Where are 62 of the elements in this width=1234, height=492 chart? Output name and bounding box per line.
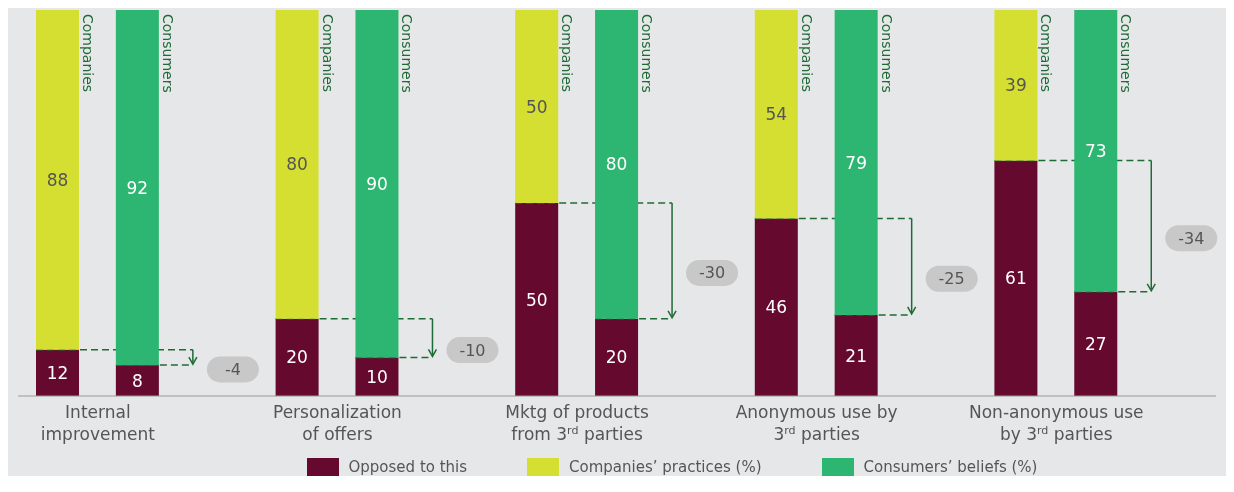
data-label: 39 xyxy=(1005,75,1027,96)
data-label: 50 xyxy=(525,289,548,310)
data-label: 79 xyxy=(845,152,867,173)
legend-label: Opposed to this xyxy=(348,458,468,476)
data-label: 10 xyxy=(366,366,388,387)
data-label: 73 xyxy=(1084,140,1107,161)
bar xyxy=(36,349,79,396)
bar xyxy=(834,314,878,396)
data-label: 20 xyxy=(286,347,308,368)
legend-label: Consumers’ beliefs (%) xyxy=(863,458,1038,476)
text: Non-anonymous use by 3$^{rd}$ parties xyxy=(968,402,1144,444)
bar xyxy=(355,10,399,358)
data-label: 61 xyxy=(1005,268,1027,289)
bar xyxy=(754,218,798,396)
data-label: 92 xyxy=(126,177,149,198)
annotation: -30 xyxy=(699,263,726,283)
data-label: 21 xyxy=(845,345,867,366)
bar xyxy=(515,203,559,396)
annotation: -34 xyxy=(1178,228,1205,248)
data-label: 80 xyxy=(605,154,628,175)
bar xyxy=(355,357,399,396)
x-tick-label: Consumers xyxy=(639,14,656,93)
text: Anonymous use by 3$^{rd}$ parties xyxy=(735,402,898,444)
bar xyxy=(754,10,798,219)
x-tick-label: Companies xyxy=(1038,14,1055,93)
x-tick-label: Companies xyxy=(798,14,815,93)
data-label: 20 xyxy=(605,347,628,368)
x-tick-label: Consumers xyxy=(159,14,176,93)
text: Personalization of offers xyxy=(273,402,402,444)
bar xyxy=(1074,291,1118,396)
annotation: -4 xyxy=(224,359,241,379)
text: Mktg of products from 3$^{rd}$ parties xyxy=(505,402,649,444)
bar xyxy=(275,10,319,319)
x-tick-label: Consumers xyxy=(1118,14,1135,93)
x-tick-label: Companies xyxy=(559,14,576,93)
x-tick-label: Consumers xyxy=(878,14,895,93)
data-label: 46 xyxy=(765,297,788,318)
data-label: 80 xyxy=(286,154,308,175)
bar xyxy=(595,10,639,319)
x-tick-label: Consumers xyxy=(399,14,416,93)
bar xyxy=(1074,10,1118,292)
annotation: -10 xyxy=(459,340,486,360)
data-label: 12 xyxy=(46,362,69,383)
bar xyxy=(275,318,319,396)
data-label: 88 xyxy=(46,169,69,190)
bar xyxy=(834,10,878,315)
data-label: 27 xyxy=(1084,333,1107,354)
data-label: 50 xyxy=(525,96,548,117)
bar xyxy=(994,160,1038,396)
data-label: 8 xyxy=(131,370,143,391)
bar xyxy=(115,10,159,366)
x-tick-label: Companies xyxy=(319,14,336,93)
data-label: 90 xyxy=(366,173,388,194)
legend-label: Companies’ practices (%) xyxy=(569,458,762,476)
bar xyxy=(36,10,79,350)
text: Internal improvement xyxy=(40,402,156,444)
bar xyxy=(994,10,1038,161)
data-label: 54 xyxy=(765,104,788,125)
annotation: -25 xyxy=(938,269,965,289)
x-tick-label: Companies xyxy=(80,14,96,93)
bar xyxy=(595,318,639,396)
bar xyxy=(515,10,559,203)
